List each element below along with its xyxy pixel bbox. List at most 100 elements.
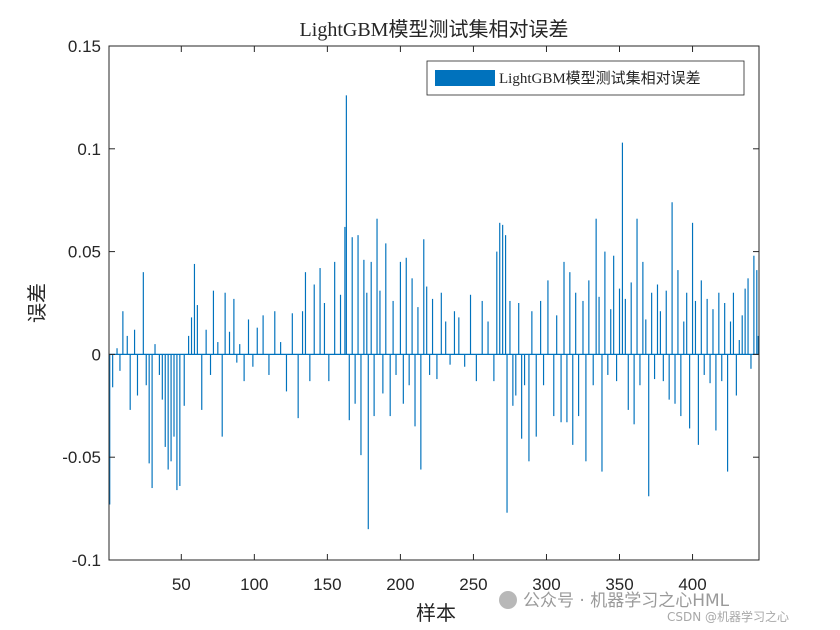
bar-mark bbox=[518, 303, 520, 355]
bar-mark bbox=[697, 354, 699, 445]
bar-mark bbox=[449, 354, 451, 365]
bar-mark bbox=[344, 226, 346, 355]
bar-mark bbox=[280, 342, 282, 355]
bar-mark bbox=[129, 354, 131, 410]
bar-mark bbox=[636, 218, 638, 355]
bar-mark bbox=[339, 294, 342, 355]
bar-mark bbox=[469, 294, 472, 355]
bar-mark bbox=[756, 270, 758, 355]
bar-mark bbox=[402, 354, 404, 404]
bar-mark bbox=[572, 354, 574, 445]
bar-mark bbox=[161, 354, 163, 400]
bar-mark bbox=[252, 354, 254, 367]
bar-mark bbox=[578, 354, 580, 417]
bar-mark bbox=[738, 340, 740, 355]
bar-mark bbox=[547, 280, 549, 355]
bar-mark bbox=[753, 255, 755, 355]
bar-mark bbox=[757, 335, 759, 355]
bar-mark bbox=[680, 354, 682, 417]
bar-mark bbox=[112, 354, 114, 388]
y-tick-label: 0.1 bbox=[77, 140, 101, 159]
bar-mark bbox=[560, 354, 562, 423]
bar-mark bbox=[158, 354, 160, 375]
bar-mark bbox=[445, 321, 447, 355]
bar-mark bbox=[718, 292, 720, 355]
bar-mark bbox=[741, 315, 743, 355]
bar-mark bbox=[236, 354, 238, 363]
axes-group: 50 100 150 200 250 300 350 400 -0.1 -0.05 0 0.05 0.1… bbox=[62, 37, 760, 594]
watermark: 公众号 · 机器学习之心HML CSDN @机器学习之心 bbox=[499, 591, 789, 624]
bar-mark bbox=[389, 354, 391, 417]
bar-mark bbox=[671, 202, 673, 355]
bar-mark bbox=[618, 288, 621, 355]
bar-mark bbox=[233, 298, 235, 355]
bar-mark bbox=[408, 354, 410, 386]
bar-mark bbox=[173, 354, 175, 437]
bar-mark bbox=[363, 259, 365, 355]
bar-mark bbox=[458, 317, 460, 355]
bar-mark bbox=[499, 222, 501, 355]
bar-mark bbox=[610, 309, 612, 355]
bar-mark bbox=[436, 354, 438, 380]
bar-mark bbox=[627, 354, 629, 410]
bar-mark bbox=[417, 307, 419, 355]
bar-mark bbox=[382, 354, 384, 394]
bar-mark bbox=[531, 311, 533, 355]
bar-mark bbox=[556, 315, 558, 355]
y-axis-label: 误差 bbox=[25, 283, 49, 323]
bar-mark bbox=[224, 292, 226, 355]
bar-mark bbox=[328, 354, 330, 382]
bar-mark bbox=[212, 290, 215, 355]
bar-mark bbox=[582, 300, 584, 355]
legend-swatch bbox=[435, 70, 495, 86]
bar-mark bbox=[709, 354, 711, 384]
bar-mark bbox=[411, 278, 413, 355]
x-axis-label: 样本 bbox=[416, 601, 456, 625]
bar-mark bbox=[674, 354, 676, 404]
bar-mark bbox=[542, 354, 545, 386]
bar-mark bbox=[399, 261, 401, 355]
bar-mark bbox=[651, 292, 653, 355]
bar-mark bbox=[297, 354, 299, 419]
bar-mark bbox=[420, 354, 422, 470]
y-tick-label: -0.1 bbox=[72, 551, 101, 570]
bar-mark bbox=[729, 321, 732, 355]
bar-mark bbox=[136, 354, 139, 396]
bar-mark bbox=[151, 354, 153, 489]
bar-mark bbox=[521, 354, 523, 439]
bar-mark bbox=[414, 354, 416, 427]
bar-mark bbox=[689, 354, 691, 429]
bar-mark bbox=[645, 319, 647, 355]
bar-mark bbox=[502, 224, 504, 355]
bar-mark bbox=[496, 251, 498, 355]
bar-mark bbox=[592, 354, 594, 386]
bar-mark bbox=[221, 354, 223, 437]
x-tick-label: 100 bbox=[240, 575, 268, 594]
bar-mark bbox=[190, 317, 193, 355]
y-tick-label: 0.15 bbox=[68, 37, 101, 56]
chart-title: LightGBM模型测试集相对误差 bbox=[300, 18, 569, 41]
bar-mark bbox=[633, 354, 635, 425]
bar-mark bbox=[209, 354, 212, 375]
bar-mark bbox=[653, 354, 656, 380]
bar-mark bbox=[345, 95, 347, 355]
bar-mark bbox=[357, 235, 359, 355]
bar-mark bbox=[683, 321, 685, 355]
bar-mark bbox=[703, 354, 705, 375]
bar-mark bbox=[659, 311, 661, 355]
bar-mark bbox=[515, 354, 517, 396]
bar-mark bbox=[426, 286, 428, 355]
y-tick-label: -0.05 bbox=[62, 448, 101, 467]
bar-mark bbox=[700, 280, 702, 355]
bar-mark bbox=[301, 311, 304, 355]
bar-mark bbox=[662, 354, 664, 382]
bar-mark bbox=[721, 354, 723, 382]
bar-mark bbox=[148, 354, 150, 464]
bar-mark bbox=[595, 218, 597, 355]
legend-label: LightGBM模型测试集相对误差 bbox=[499, 70, 701, 87]
bar-mark bbox=[142, 272, 144, 355]
bar-mark bbox=[487, 321, 489, 355]
bar-mark bbox=[126, 335, 128, 355]
bar-mark bbox=[239, 344, 241, 355]
bar-mark bbox=[464, 354, 466, 367]
